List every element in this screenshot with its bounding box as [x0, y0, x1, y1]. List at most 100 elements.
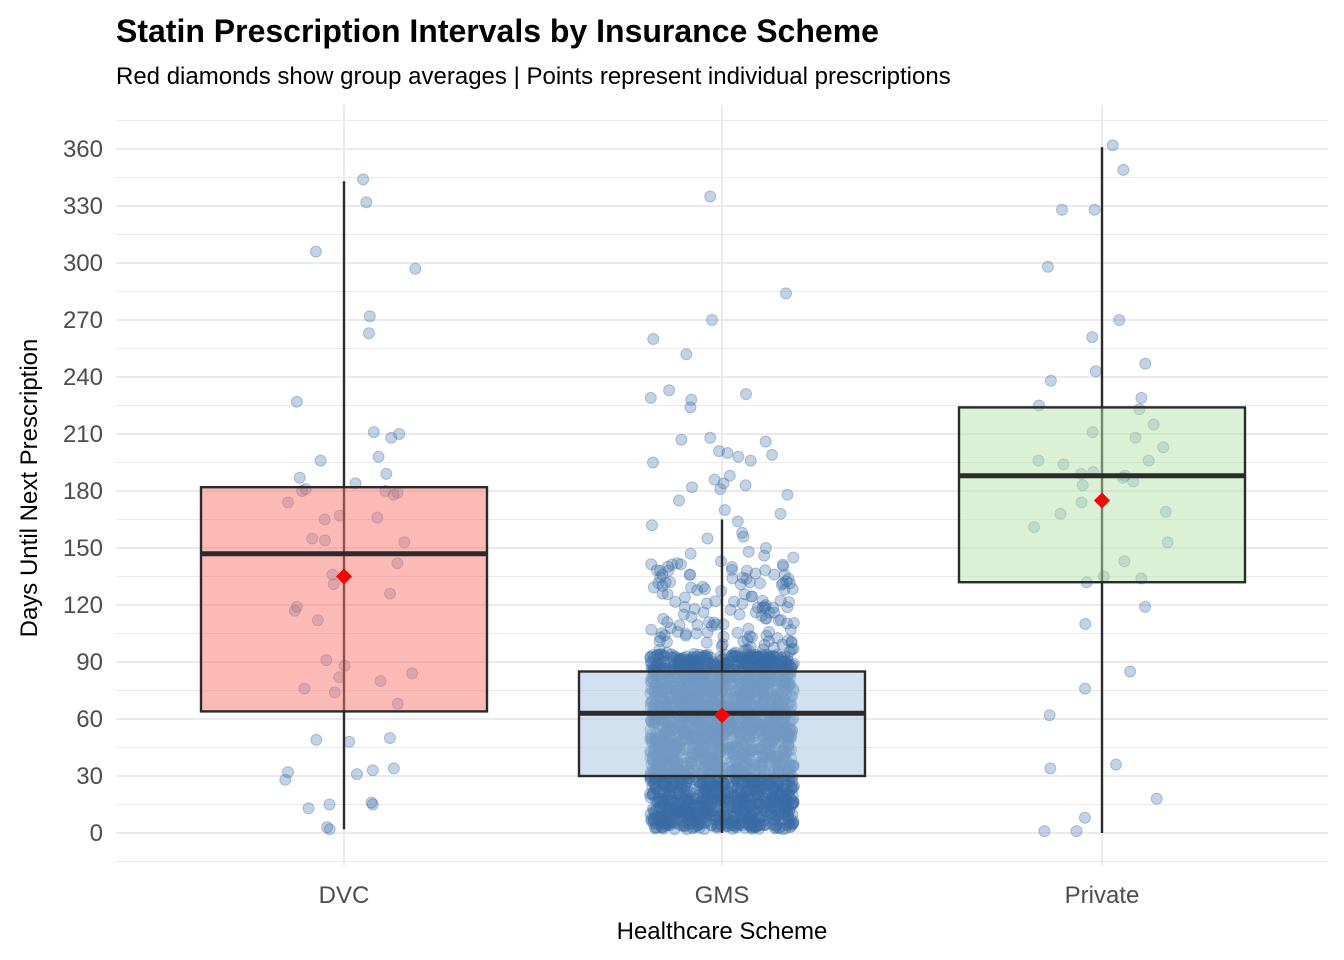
data-point	[730, 791, 743, 803]
data-point	[740, 791, 753, 803]
data-point	[760, 629, 773, 642]
data-point	[661, 815, 674, 828]
data-point	[784, 623, 797, 636]
data-point	[652, 810, 665, 823]
data-point	[744, 779, 757, 792]
data-point	[683, 797, 696, 810]
data-point	[778, 793, 791, 806]
data-point	[732, 782, 745, 795]
data-point	[760, 806, 773, 819]
data-point	[662, 799, 675, 812]
x-tick-label: DVC	[319, 882, 370, 909]
data-point	[767, 795, 780, 808]
data-point	[742, 791, 755, 803]
data-point	[660, 817, 673, 830]
data-point	[655, 627, 668, 640]
data-point	[742, 654, 755, 667]
data-point	[744, 798, 757, 811]
data-point	[740, 651, 753, 664]
data-point	[736, 809, 749, 822]
data-point	[758, 801, 771, 814]
data-point	[663, 809, 676, 822]
data-point	[763, 778, 776, 791]
data-point	[740, 388, 752, 401]
data-point	[662, 564, 675, 577]
data-point	[776, 638, 789, 651]
data-point	[717, 630, 730, 643]
data-point	[1113, 314, 1126, 326]
data-point	[706, 809, 719, 822]
data-point	[694, 810, 707, 823]
data-point	[768, 794, 781, 807]
data-point	[742, 657, 755, 670]
data-point	[654, 564, 667, 577]
data-point	[745, 810, 758, 823]
data-point	[756, 789, 768, 802]
data-point	[717, 657, 730, 670]
data-point	[776, 655, 789, 668]
data-point	[688, 808, 701, 821]
data-point	[757, 777, 770, 790]
data-point	[753, 798, 766, 811]
data-point	[688, 807, 701, 820]
data-point	[1041, 260, 1054, 273]
data-point	[698, 810, 711, 823]
data-point	[648, 814, 661, 827]
data-point	[750, 781, 763, 793]
data-point	[672, 794, 685, 807]
data-point	[725, 563, 738, 576]
data-point	[749, 777, 762, 790]
data-point	[658, 798, 671, 811]
data-point	[657, 822, 670, 835]
data-point	[736, 799, 749, 811]
data-point	[708, 473, 721, 486]
x-tick-label: Private	[1065, 882, 1140, 909]
data-point	[736, 597, 749, 610]
data-point	[698, 783, 711, 796]
data-point	[778, 792, 791, 805]
data-point	[651, 657, 664, 670]
data-point	[744, 809, 757, 822]
data-point	[768, 641, 780, 654]
data-point	[663, 384, 676, 397]
data-point	[680, 795, 693, 808]
data-point	[737, 530, 750, 543]
data-point	[776, 796, 789, 809]
data-point	[671, 655, 683, 668]
data-point	[757, 803, 770, 815]
data-point	[737, 802, 750, 815]
data-point	[685, 393, 698, 406]
data-point	[727, 818, 740, 831]
data-point	[723, 794, 736, 807]
data-point	[654, 811, 667, 823]
data-point	[753, 819, 766, 832]
data-point	[725, 814, 738, 827]
data-point	[770, 796, 782, 809]
data-point	[767, 650, 780, 663]
data-point	[753, 650, 765, 663]
data-point	[772, 797, 785, 810]
data-point	[774, 802, 787, 815]
data-point	[652, 791, 665, 804]
data-point	[656, 568, 669, 581]
data-point	[661, 806, 674, 819]
data-point	[695, 651, 708, 664]
data-point	[660, 791, 673, 804]
data-point	[697, 777, 710, 789]
data-point	[747, 783, 760, 796]
y-axis-ticks: 0 30 60 90 120 150 180 210 240 270 300 330 360	[63, 136, 103, 847]
data-point	[751, 789, 764, 802]
data-point	[670, 778, 683, 790]
data-point	[773, 806, 786, 819]
data-point	[657, 649, 670, 662]
data-point	[409, 262, 422, 275]
data-point	[745, 814, 758, 827]
data-point	[726, 780, 739, 793]
data-point	[666, 780, 679, 793]
data-point	[767, 813, 780, 826]
data-point	[774, 594, 787, 607]
data-point	[674, 807, 687, 820]
data-point	[700, 815, 713, 828]
data-point	[666, 558, 679, 571]
data-point	[682, 809, 695, 822]
